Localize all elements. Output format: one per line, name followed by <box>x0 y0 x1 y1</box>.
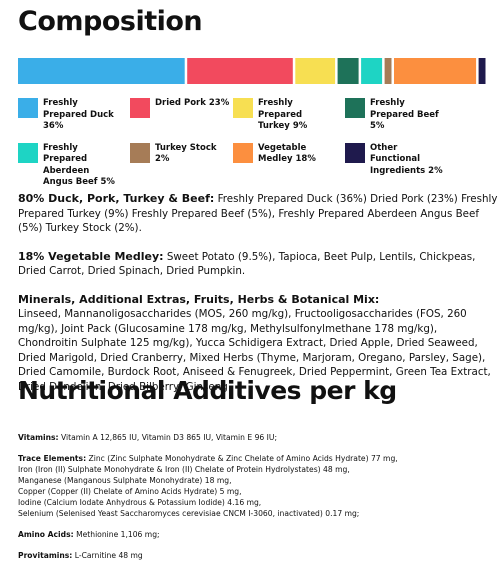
nutrition-line: Manganese (Manganous Sulphate Monohydrat… <box>18 476 232 485</box>
section-title: Composition <box>18 6 203 37</box>
nutrition-item: Amino Acids: Methionine 1,106 mg; <box>18 529 500 540</box>
detail-text: Linseed, Mannanoligosaccharides (MOS, 26… <box>18 308 491 393</box>
detail-label: 18% Vegetable Medley: <box>18 249 164 263</box>
nutrition-label: Vitamins: <box>18 433 59 442</box>
legend-item: Freshly Prepared Aberdeen Angus Beef 5% <box>18 142 130 189</box>
legend-label: Freshly Prepared Duck 36% <box>43 98 121 133</box>
legend-item: Freshly Prepared Duck 36% <box>18 98 130 133</box>
legend-item: Dried Pork 23% <box>130 98 233 133</box>
nutrition-item: Provitamins: L-Carnitine 48 mg <box>18 550 500 561</box>
legend-label: Vegetable Medley 18% <box>258 143 336 166</box>
legend-value: 2% <box>155 154 170 164</box>
legend-label: Freshly Prepared Beef 5% <box>370 98 448 133</box>
legend-value: 2% <box>428 165 443 176</box>
nutrition-line: Iron (Iron (II) Sulphate Monohydrate & I… <box>18 465 350 474</box>
legend-value: 5% <box>370 121 385 131</box>
bar-segment <box>478 58 486 84</box>
legend-label: Freshly Prepared Aberdeen Angus Beef 5% <box>43 143 121 189</box>
legend-name: Vegetable Medley <box>258 142 307 165</box>
legend-swatch <box>18 142 38 163</box>
legend-swatch <box>345 142 365 163</box>
nutrition-line: Methionine 1,106 mg; <box>76 530 160 539</box>
section-title: Nutritional Additives per kg <box>18 376 397 405</box>
detail-paragraph: Minerals, Additional Extras, Fruits, Her… <box>18 293 500 395</box>
legend-item: Vegetable Medley 18% <box>233 142 345 189</box>
legend-label: Turkey Stock 2% <box>155 143 233 166</box>
composition-details: 80% Duck, Pork, Turkey & Beef: Freshly P… <box>18 192 500 408</box>
legend-swatch <box>130 142 150 163</box>
bar-segment <box>337 58 359 84</box>
legend-item: Other Functional Ingredients 2% <box>345 142 475 189</box>
nutrition-line: Iodine (Calcium Iodate Anhydrous & Potas… <box>18 498 262 507</box>
detail-label: Minerals, Additional Extras, Fruits, Her… <box>18 292 380 306</box>
legend-value: 23% <box>208 98 230 108</box>
detail-text: Sweet Potato (9.5%), Tapioca, Beet Pulp,… <box>18 250 476 278</box>
legend-name: Turkey Stock <box>155 142 217 153</box>
nutrition-line: Vitamin A 12,865 IU, Vitamin D3 865 IU, … <box>61 433 278 442</box>
bar-segment <box>295 58 336 84</box>
legend-label: Dried Pork 23% <box>155 98 233 110</box>
bar-segment <box>361 58 383 84</box>
detail-label: 80% Duck, Pork, Turkey & Beef: <box>18 192 215 205</box>
legend-label: Other Functional Ingredients 2% <box>370 143 448 178</box>
nutrition-line: Zinc (Zinc Sulphate Monohydrate & Zinc C… <box>88 454 398 463</box>
legend-name: Other Functional Ingredients <box>370 142 426 176</box>
detail-paragraph: 18% Vegetable Medley: Sweet Potato (9.5%… <box>18 250 500 279</box>
nutrition-line: L-Carnitine 48 mg <box>74 551 143 560</box>
legend-name: Freshly Prepared Aberdeen Angus Beef <box>43 142 98 188</box>
legend-name: Freshly Prepared Beef <box>370 98 439 120</box>
legend-swatch <box>233 142 253 163</box>
legend-value: 5% <box>100 177 115 187</box>
legend-name: Freshly Prepared Duck <box>43 98 114 120</box>
legend-swatch <box>130 98 150 118</box>
legend-item: Freshly Prepared Turkey 9% <box>233 98 345 133</box>
nutrition-item: Vitamins: Vitamin A 12,865 IU, Vitamin D… <box>18 432 500 443</box>
bar-segment <box>384 58 392 84</box>
nutrition-label: Amino Acids: <box>18 530 74 539</box>
legend-name: Freshly Prepared Turkey <box>258 98 303 131</box>
legend-label: Freshly Prepared Turkey 9% <box>258 98 336 133</box>
detail-paragraph: 80% Duck, Pork, Turkey & Beef: Freshly P… <box>18 192 500 236</box>
legend-swatch <box>18 98 38 118</box>
nutrition-line: Copper (Copper (II) Chelate of Amino Aci… <box>18 487 242 496</box>
detail-text: Freshly Prepared Duck (36%) Dried Pork (… <box>18 193 498 234</box>
legend-item: Freshly Prepared Beef 5% <box>345 98 475 133</box>
nutrition-item: Trace Elements: Zinc (Zinc Sulphate Mono… <box>18 453 500 519</box>
legend-item: Turkey Stock 2% <box>130 142 233 189</box>
bar-segment <box>18 58 185 84</box>
legend-name: Dried Pork <box>155 98 206 108</box>
legend-value: 36% <box>43 121 64 131</box>
nutrition-label: Provitamins: <box>18 551 73 560</box>
legend-swatch <box>345 98 365 118</box>
legend-value: 9% <box>292 121 308 131</box>
bar-segment <box>394 58 477 84</box>
legend-value: 18% <box>295 154 316 164</box>
legend: Freshly Prepared Duck 36% Dried Pork 23% F… <box>18 98 488 189</box>
nutrition-list: Vitamins: Vitamin A 12,865 IU, Vitamin D… <box>18 432 500 571</box>
legend-swatch <box>233 98 253 118</box>
nutrition-label: Trace Elements: <box>18 454 87 463</box>
nutrition-line: Selenium (Selenised Yeast Saccharomyces … <box>18 509 360 518</box>
bar-segment <box>187 58 293 84</box>
composition-bar <box>18 58 486 84</box>
